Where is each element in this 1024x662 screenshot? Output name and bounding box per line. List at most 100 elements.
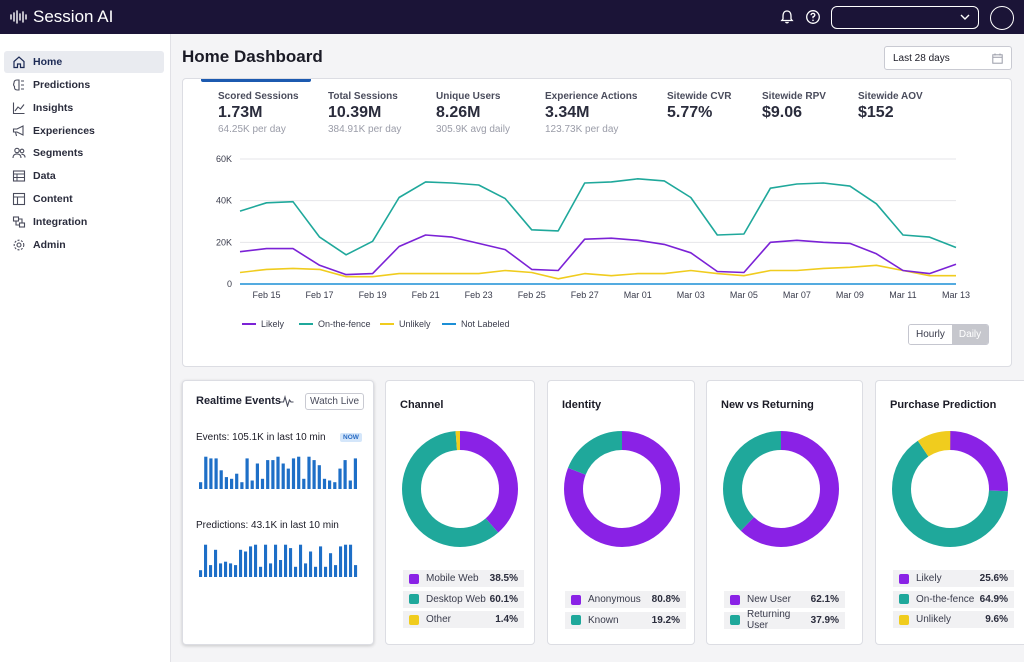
legend-value: 62.1% <box>810 594 839 605</box>
activity-bar <box>339 546 343 577</box>
legend-row[interactable]: On-the-fence 64.9% <box>893 590 1014 608</box>
activity-bar <box>324 566 328 577</box>
legend-swatch <box>409 573 419 584</box>
sidebar-item-experiences[interactable]: Experiences <box>4 120 164 142</box>
home-icon <box>13 56 25 69</box>
legend-value: 19.2% <box>651 614 680 626</box>
activity-bar <box>353 458 357 489</box>
account-selector[interactable] <box>831 6 979 29</box>
donut-chart <box>892 431 1008 547</box>
predictions-bar-chart <box>199 544 358 577</box>
user-avatar[interactable] <box>990 6 1014 30</box>
activity-bar <box>307 456 311 489</box>
hourly-toggle-button[interactable]: Hourly <box>909 325 952 344</box>
sidebar-item-label: Predictions <box>33 79 91 91</box>
legend-label: On-the-fence <box>318 319 371 329</box>
donut-slice-returning-user[interactable] <box>723 431 839 547</box>
daily-toggle-button[interactable]: Daily <box>951 325 989 344</box>
metric-subtext: 384.91K per day <box>328 124 402 135</box>
activity-bar <box>348 480 352 489</box>
sidebar-item-insights[interactable]: Insights <box>4 97 164 119</box>
legend-row[interactable]: New User 62.1% <box>724 591 845 608</box>
predictions-summary: Predictions: 43.1K in last 10 min <box>196 520 339 531</box>
activity-bar <box>349 544 353 577</box>
legend-value: 37.9% <box>810 614 839 626</box>
activity-bar <box>224 477 228 489</box>
date-range-picker[interactable]: Last 28 days <box>884 46 1012 70</box>
metric-experience-actions[interactable]: Experience Actions 3.34M 123.73K per day <box>545 91 637 135</box>
activity-bar <box>309 551 313 577</box>
sidebar-item-segments[interactable]: Segments <box>4 142 164 164</box>
legend-item[interactable]: Not Labeled <box>442 319 510 329</box>
activity-bar <box>199 482 203 489</box>
events-summary: Events: 105.1K in last 10 min <box>196 432 326 443</box>
activity-bar <box>274 544 278 577</box>
donut-slice-known[interactable] <box>564 431 680 547</box>
x-tick-label: Mar 05 <box>730 290 758 300</box>
donut-chart <box>723 431 839 547</box>
bell-icon[interactable] <box>779 9 795 25</box>
donut-slice-on-the-fence[interactable] <box>892 431 1008 547</box>
legend-row[interactable]: Unlikely 9.6% <box>893 611 1014 628</box>
predictions-label: Predictions: <box>196 520 249 531</box>
metric-scored-sessions[interactable]: Scored Sessions 1.73M 64.25K per day <box>218 91 299 135</box>
sidebar-item-label: Insights <box>33 102 74 114</box>
x-tick-label: Mar 07 <box>783 290 811 300</box>
legend-row[interactable]: Other 1.4% <box>403 611 524 628</box>
sidebar-item-label: Content <box>33 193 73 205</box>
users-icon <box>12 147 26 159</box>
activity-bar <box>289 548 293 577</box>
sidebar-item-home[interactable]: Home <box>4 51 164 73</box>
sidebar-item-admin[interactable]: Admin <box>4 234 164 256</box>
sidebar-item-predictions[interactable]: Predictions <box>4 74 164 96</box>
legend-item[interactable]: Likely <box>242 319 285 329</box>
metric-subtext: 305.9K avg daily <box>436 124 510 135</box>
activity-bar <box>245 458 249 489</box>
donut-slice-unlikely[interactable] <box>892 431 1008 547</box>
donut-slice-desktop-web[interactable] <box>402 431 518 547</box>
sidebar-item-integration[interactable]: Integration <box>4 211 164 233</box>
y-tick-label: 20K <box>216 237 232 247</box>
metric-subtext: 123.73K per day <box>545 124 619 135</box>
sidebar-item-label: Segments <box>33 147 84 159</box>
metric-label: Unique Users <box>436 91 501 102</box>
metric-sitewide-aov[interactable]: Sitewide AOV $152 <box>858 91 923 124</box>
legend-row[interactable]: Desktop Web 60.1% <box>403 590 524 608</box>
activity-bar <box>234 565 238 577</box>
activity-bar <box>219 563 223 577</box>
pulse-icon <box>280 395 294 407</box>
help-icon[interactable] <box>805 9 821 25</box>
legend-label: Not Labeled <box>461 319 510 329</box>
metric-total-sessions[interactable]: Total Sessions 10.39M 384.91K per day <box>328 91 401 135</box>
activity-bar <box>291 458 296 489</box>
sessions-line-chart: 0 20K 40K 60K Feb 15 Feb 17 Feb 19 Feb 21 Feb 23… <box>216 154 970 329</box>
legend-row[interactable]: Mobile Web 38.5% <box>403 570 524 587</box>
donut-chart <box>564 431 680 547</box>
watch-live-button[interactable]: Watch Live <box>305 393 365 410</box>
legend-item[interactable]: Unlikely <box>380 319 431 329</box>
metric-unique-users[interactable]: Unique Users 8.26M 305.9K avg daily <box>436 91 510 135</box>
legend-row[interactable]: Known 19.2% <box>565 611 686 629</box>
sidebar-item-content[interactable]: Content <box>4 188 164 210</box>
brand[interactable]: Session AI <box>10 7 113 27</box>
activity-bar <box>338 468 342 489</box>
legend-row[interactable]: Returning User 37.9% <box>724 609 845 631</box>
series-line-unlikely <box>239 264 956 280</box>
now-badge: NOW <box>340 433 362 442</box>
activity-bar <box>249 546 253 577</box>
sidebar-item-data[interactable]: Data <box>4 165 164 187</box>
metric-sitewide-cvr[interactable]: Sitewide CVR 5.77% <box>667 91 731 124</box>
legend-row[interactable]: Likely 25.6% <box>893 570 1014 587</box>
metric-value: $152 <box>858 104 894 121</box>
donut-slice-other[interactable] <box>402 431 518 547</box>
card-title: Identity <box>562 399 602 411</box>
activity-bar <box>254 544 258 577</box>
metric-sitewide-rpv[interactable]: Sitewide RPV $9.06 <box>762 91 826 124</box>
activity-bar <box>294 566 298 577</box>
identity-card: Identity Anonymous 80.8% Known 19.2% <box>547 380 695 645</box>
active-metric-indicator <box>201 79 311 82</box>
legend-row[interactable]: Anonymous 80.8% <box>565 591 686 608</box>
legend-item[interactable]: On-the-fence <box>299 319 371 329</box>
new-vs-returning-card: New vs Returning New User 62.1% Returning … <box>706 380 863 645</box>
sidebar-item-label: Home <box>33 56 63 68</box>
